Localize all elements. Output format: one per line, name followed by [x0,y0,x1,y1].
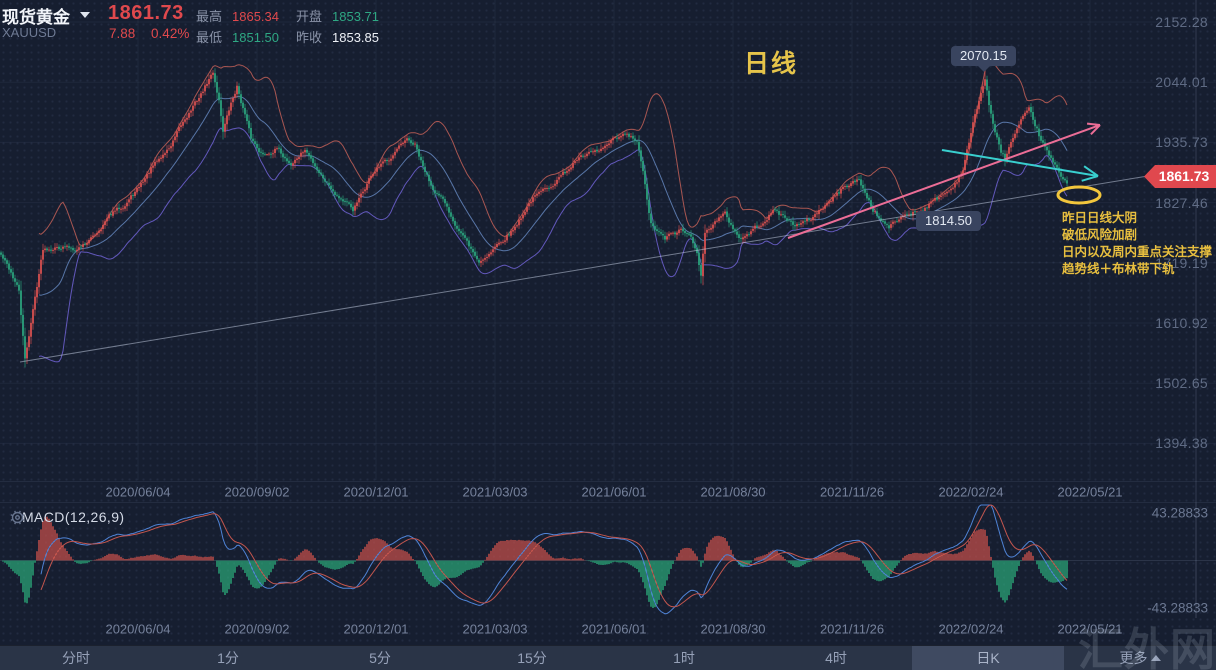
price-axis-label: 1827.46 [1155,194,1208,211]
price-axis-label: 2152.28 [1155,14,1208,30]
date-axis-label: 2022/02/24 [938,621,1004,637]
price-axis-label: 1502.65 [1155,375,1208,392]
analyst-note: 昨日日线大阴 破低风险加剧日内以及周内重点关注支撑 趋势线＋布林带下轨 [1062,210,1212,278]
timeframe-tabbar: 分时 1分 5分 15分 1时 4时 日K 更多 [0,645,1216,670]
timeframe-tab-5[interactable]: 1时 [608,646,760,670]
period-label: 日线 [744,50,799,78]
macd-label: MACD(12,26,9) [22,509,125,525]
timeframe-tab-3[interactable]: 5分 [304,646,456,670]
analyst-note-line: 趋势线＋布林带下轨 [1062,262,1175,276]
tab-label: 15分 [517,650,547,666]
last-price: 1861.73 [108,2,184,24]
timeframe-tab-2[interactable]: 1分 [152,646,304,670]
date-axis-label: 2022/05/21 [1057,621,1123,637]
macd-axis-label: 43.28833 [1151,505,1208,521]
tab-label: 4时 [825,650,847,666]
symbol-name[interactable]: 现货黄金 [2,8,70,27]
date-axis-macd: 2020/06/04 2020/09/02 2020/12/01 2021/03/03… [0,618,1216,640]
timeframe-tab-4[interactable]: 15分 [456,646,608,670]
date-axis-label: 2020/12/01 [343,484,409,500]
tab-label: 分时 [62,650,90,666]
date-axis-label: 2022/02/24 [938,484,1004,500]
peak-price-tooltip: 2070.15 [951,46,1016,66]
tab-label: 5分 [369,650,391,666]
stat-prev-close: 昨收 1853.85 [296,30,380,45]
price-axis-label: 2044.01 [1155,74,1208,91]
tab-label: 日K [976,650,1000,666]
date-axis-main: 2020/06/04 2020/09/02 2020/12/01 2021/03/03… [0,481,1216,503]
candlestick-chart[interactable] [0,0,1216,503]
macd-chart[interactable] [0,503,1216,618]
stat-open: 开盘 1853.71 [296,9,380,24]
price-axis-label: 1935.73 [1155,134,1208,151]
macd-header: MACD(12,26,9) [8,509,124,525]
date-axis-label: 2021/03/03 [462,621,528,637]
date-axis-label: 2020/09/02 [224,621,290,637]
date-axis-label: 2021/11/26 [819,484,885,500]
stat-low: 最低 1851.50 [196,30,280,45]
date-axis-label: 2020/06/04 [105,621,171,637]
symbol-code: XAUUSD [2,25,57,40]
date-axis-label: 2021/08/30 [700,484,766,500]
price-axis-label: 1610.92 [1155,315,1208,331]
price-axis-label: 1394.38 [1155,435,1208,452]
support-price-tooltip: 1814.50 [916,211,981,231]
timeframe-tab-1[interactable]: 分时 [0,646,152,670]
price-axis-label: 1719.19 [1155,254,1208,271]
date-axis-label: 2021/06/01 [581,621,647,637]
analyst-note-line: 破低风险加剧 [1062,228,1138,242]
timeframe-tab-7[interactable]: 日K [912,646,1064,670]
tab-label: 1分 [217,650,239,666]
date-axis-label: 2021/11/26 [819,621,885,637]
more-caret-icon [1150,654,1161,661]
quote-header: 现货黄金 XAUUSD 1861.73 7.88 0.42% 最高 1865.34… [0,0,760,46]
timeframe-tab-8[interactable]: 更多 [1064,646,1216,670]
analyst-note-line: 日内以及周内重点关注支撑 [1062,245,1213,259]
date-axis-label: 2022/05/21 [1057,484,1123,500]
current-price-tag: 1861.73 [1144,165,1216,188]
date-axis-label: 2020/09/02 [224,484,290,500]
analyst-note-line: 昨日日线大阴 [1062,211,1138,225]
tab-label: 更多 [1119,650,1148,666]
macd-axis-label: -43.28833 [1147,600,1208,616]
change-percent: 0.42% [151,26,190,41]
symbol-dropdown-caret-icon[interactable] [80,12,90,18]
stat-high: 最高 1865.34 [196,9,280,24]
date-axis-label: 2021/03/03 [462,484,528,500]
date-axis-label: 2021/06/01 [581,484,647,500]
date-axis-label: 2021/08/30 [700,621,766,637]
price-change: 7.88 0.42% [109,26,189,41]
change-value: 7.88 [109,26,136,41]
indicator-settings-gear-icon[interactable] [8,508,27,527]
date-axis-label: 2020/06/04 [105,484,171,500]
date-axis-label: 2020/12/01 [343,621,409,637]
timeframe-tab-6[interactable]: 4时 [760,646,912,670]
tab-label: 1时 [673,650,695,666]
